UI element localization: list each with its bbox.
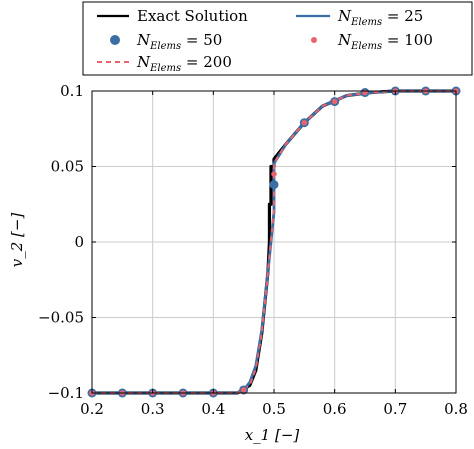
series-n100-point [331,98,338,105]
legend-label-n200-main: N [136,53,151,71]
legend-label-n50: NElems = 50 [136,31,222,52]
x-axis-label: x_1 [−] [245,426,300,444]
series-n100-point [271,171,277,177]
legend-label-n100-sub: Elems [350,41,382,52]
y-axis-label: v_2 [−] [8,213,26,268]
y-tick-label: 0 [74,233,84,251]
legend-label-n25-rest: = 25 [382,7,423,25]
y-tick-label: 0.05 [51,158,84,176]
legend-label-n50-sub: Elems [149,41,181,52]
legend-label-n100-rest: = 100 [382,31,433,49]
x-tick-label: 0.7 [383,400,407,418]
series-n100-point [240,387,247,393]
grid [91,90,457,394]
legend-label-n200: NElems = 200 [136,53,232,74]
x-tick-label: 0.8 [444,400,468,418]
y-tick-label: 0.1 [60,82,84,100]
axis-ticks: 0.2 0.3 0.4 0.5 0.6 0.7 0.8 0.1 0.05 0 −0.05 −0.1 [38,82,468,418]
series-n200-line [92,90,456,394]
legend-label-n25-main: N [337,7,352,25]
legend-label-n200-rest: = 200 [181,53,232,71]
x-tick-label: 0.2 [80,400,104,418]
legend-label-exact: Exact Solution [137,7,248,25]
legend: Exact Solution NElems = 25 NElems = 50 N… [82,1,473,76]
legend-swatch-n50 [110,35,120,45]
x-tick-label: 0.5 [262,400,286,418]
legend-label-n25: NElems = 25 [337,7,423,28]
y-tick-label: −0.1 [48,384,84,402]
legend-swatch-n100 [311,37,317,43]
series-n100-point [301,119,308,126]
legend-label-n200-sub: Elems [149,63,181,74]
legend-label-n100-main: N [337,31,352,49]
legend-label-n50-rest: = 50 [181,31,222,49]
legend-box [82,1,473,76]
legend-label-n50-main: N [136,31,151,49]
x-tick-label: 0.3 [141,400,165,418]
x-tick-label: 0.6 [323,400,347,418]
legend-label-n100: NElems = 100 [337,31,433,52]
plot-marks [87,86,461,398]
x-tick-label: 0.4 [201,400,225,418]
legend-label-n25-sub: Elems [350,17,382,28]
series-n50-point [269,180,279,190]
y-tick-label: −0.05 [38,309,84,327]
